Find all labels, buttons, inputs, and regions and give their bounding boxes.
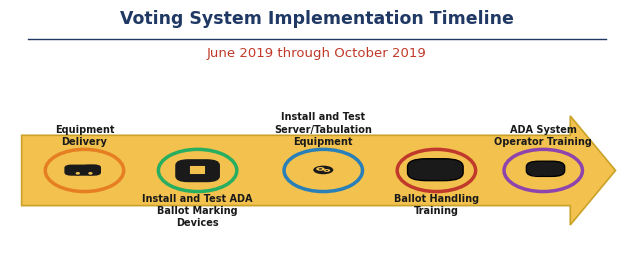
Circle shape — [76, 173, 79, 174]
Text: ADA System
Operator Training: ADA System Operator Training — [495, 125, 592, 147]
Polygon shape — [22, 116, 616, 225]
Circle shape — [538, 174, 541, 176]
Circle shape — [533, 166, 539, 169]
Text: Install and Test ADA
Ballot Marking
Devices: Install and Test ADA Ballot Marking Devi… — [143, 194, 253, 229]
Circle shape — [548, 174, 552, 176]
Circle shape — [316, 167, 325, 171]
Bar — [191, 169, 194, 170]
FancyBboxPatch shape — [408, 159, 463, 181]
Text: Equipment
Delivery: Equipment Delivery — [55, 125, 114, 147]
Bar — [321, 171, 326, 174]
Polygon shape — [431, 173, 437, 176]
FancyBboxPatch shape — [526, 161, 565, 176]
Bar — [191, 171, 194, 172]
Circle shape — [74, 172, 81, 175]
Bar — [191, 173, 194, 174]
Circle shape — [430, 173, 437, 176]
Circle shape — [323, 169, 330, 172]
Circle shape — [319, 168, 322, 170]
FancyBboxPatch shape — [176, 160, 219, 182]
FancyBboxPatch shape — [65, 165, 100, 175]
Circle shape — [313, 166, 333, 174]
Polygon shape — [533, 169, 538, 176]
Text: June 2019 through October 2019: June 2019 through October 2019 — [207, 47, 427, 60]
Text: Install and Test
Server/Tabulation
Equipment: Install and Test Server/Tabulation Equip… — [275, 112, 372, 147]
Circle shape — [89, 173, 92, 174]
Circle shape — [326, 170, 328, 171]
Text: Voting System Implementation Timeline: Voting System Implementation Timeline — [120, 10, 514, 28]
Circle shape — [87, 172, 94, 175]
Circle shape — [543, 174, 547, 176]
FancyBboxPatch shape — [82, 165, 100, 174]
Bar — [191, 166, 194, 168]
Text: Ballot Handling
Training: Ballot Handling Training — [394, 194, 479, 216]
